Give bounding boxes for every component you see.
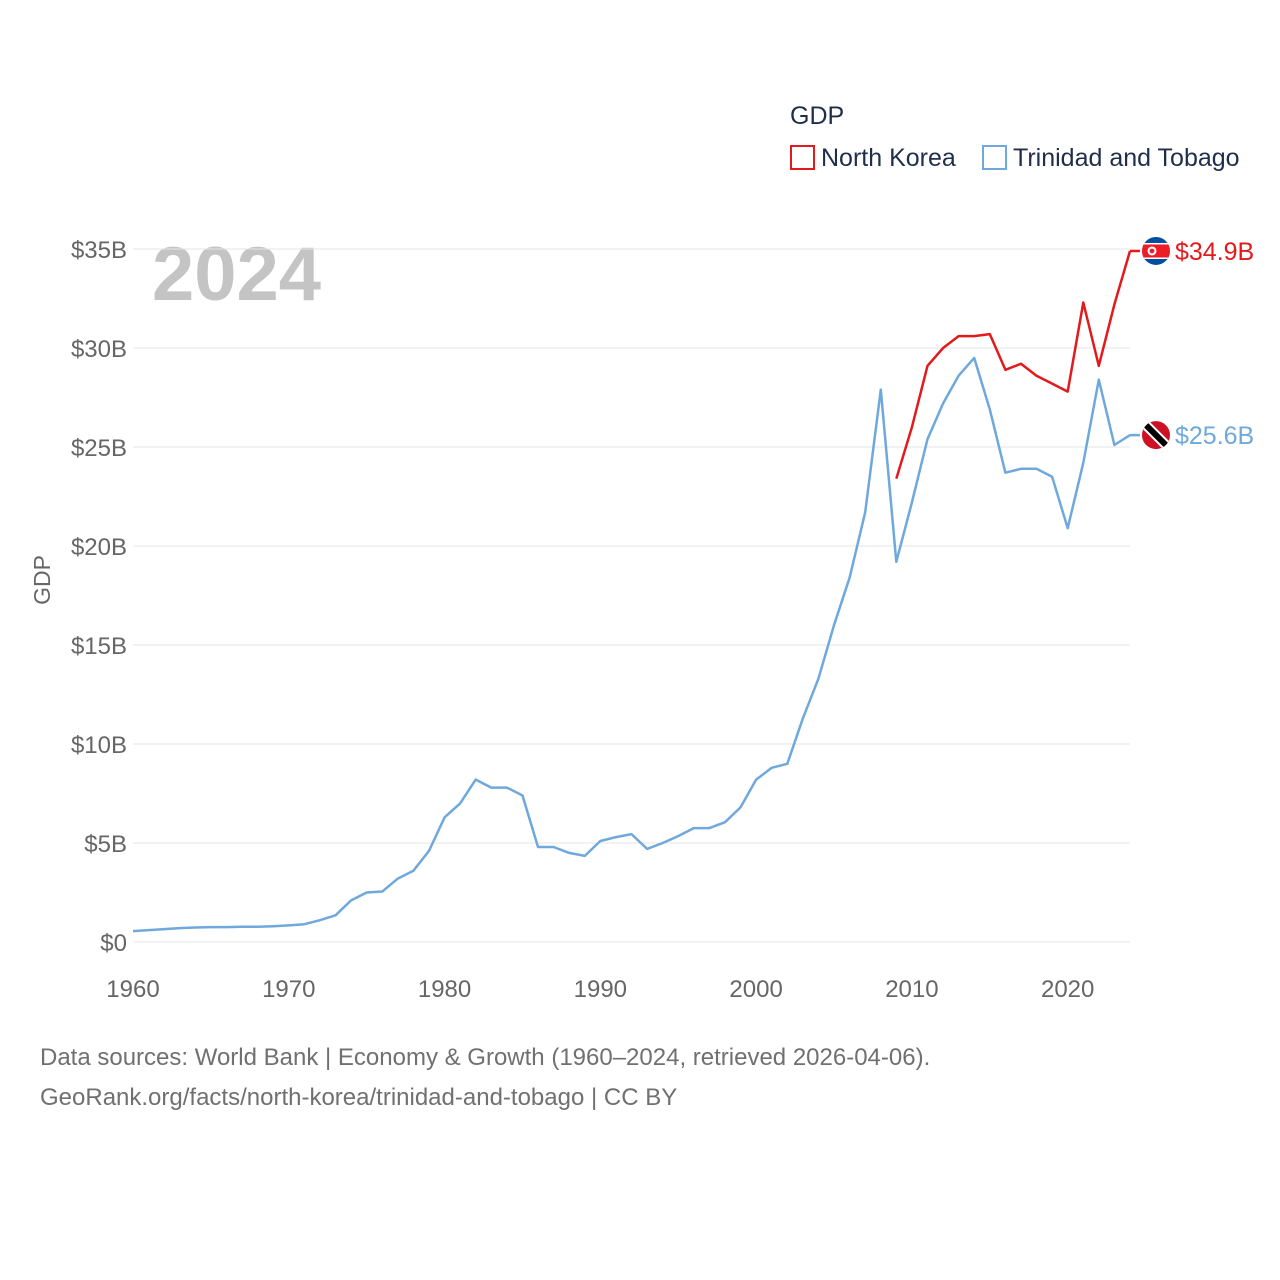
y-tick-label: $20B (71, 534, 127, 561)
x-tick-label: 2000 (729, 976, 782, 1003)
trinidad-and-tobago-flag-icon (1142, 421, 1170, 450)
legend: GDP North Korea Trinidad and Tobago (790, 102, 1240, 172)
footer-sources: Data sources: World Bank | Economy & Gro… (40, 1044, 931, 1071)
y-tick-label: $10B (71, 732, 127, 759)
y-tick-label: $30B (71, 336, 127, 363)
x-tick-label: 2010 (885, 976, 938, 1003)
legend-swatch-north-korea[interactable] (790, 145, 815, 170)
y-tick-label: $0 (100, 930, 127, 957)
x-tick-label: 1980 (418, 976, 471, 1003)
y-axis-title: GDP (29, 555, 55, 605)
x-tick-label: 1960 (106, 976, 159, 1003)
series-endpoints: $34.9B $25.6B (1130, 236, 1254, 450)
end-value-label-trinidad-and-tobago: $25.6B (1175, 422, 1254, 450)
y-tick-label: $15B (71, 633, 127, 660)
series-lines (132, 250, 1132, 933)
legend-swatch-trinidad-and-tobago[interactable] (982, 145, 1007, 170)
y-tick-label: $35B (71, 237, 127, 264)
x-tick-label: 2020 (1041, 976, 1094, 1003)
north-korea-flag-icon (1142, 236, 1170, 265)
x-axis-ticks: 1960 1970 1980 1990 2000 2010 2020 (106, 976, 1094, 1003)
grid-lines (133, 248, 1130, 943)
y-tick-label: $5B (84, 831, 127, 858)
end-value-label-north-korea: $34.9B (1175, 238, 1254, 266)
legend-label-trinidad-and-tobago[interactable]: Trinidad and Tobago (1013, 144, 1240, 172)
footer-link[interactable]: GeoRank.org/facts/north-korea/trinidad-a… (40, 1084, 678, 1111)
legend-label-north-korea[interactable]: North Korea (821, 144, 956, 172)
x-tick-label: 1990 (574, 976, 627, 1003)
y-tick-label: $25B (71, 435, 127, 462)
y-axis-ticks: $0 $5B $10B $15B $20B $25B $30B $35B (71, 237, 127, 957)
legend-title: GDP (790, 102, 844, 130)
series-line-north-korea[interactable] (895, 250, 1132, 480)
x-tick-label: 1970 (262, 976, 315, 1003)
series-line-trinidad-and-tobago[interactable] (132, 356, 1131, 933)
year-label: 2024 (152, 232, 321, 317)
